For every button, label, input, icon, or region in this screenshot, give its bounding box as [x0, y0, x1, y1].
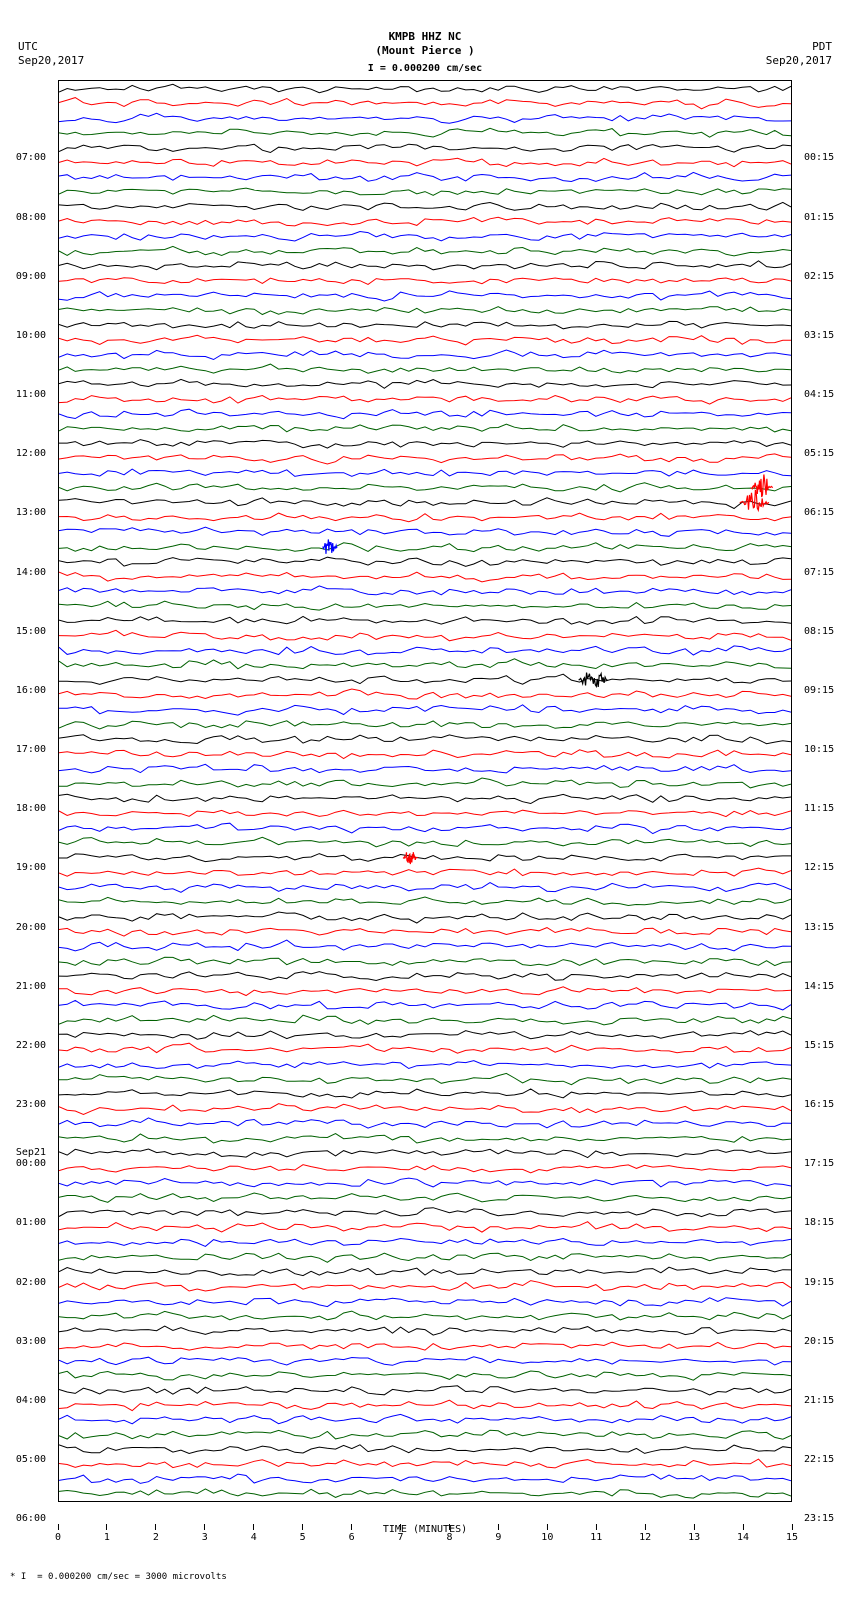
right-hour-label: 15:15	[804, 1040, 834, 1051]
x-tick: 8	[446, 1524, 452, 1543]
right-hour-label: 10:15	[804, 744, 834, 755]
right-hour-label: 16:15	[804, 1099, 834, 1110]
right-hour-label: 22:15	[804, 1454, 834, 1465]
left-hour-label: 08:00	[16, 212, 46, 223]
right-hour-label: 23:15	[804, 1513, 834, 1524]
right-hour-label: 00:15	[804, 152, 834, 163]
right-hour-label: 01:15	[804, 212, 834, 223]
helicorder-plot	[58, 80, 792, 1502]
left-day-marker: Sep21	[16, 1147, 46, 1158]
right-hour-label: 07:15	[804, 567, 834, 578]
x-axis-label: TIME (MINUTES)	[58, 1524, 792, 1535]
x-tick: 10	[541, 1524, 553, 1543]
left-hour-label: 15:00	[16, 626, 46, 637]
left-hour-label: 13:00	[16, 507, 46, 518]
right-hour-label: 17:15	[804, 1158, 834, 1169]
header-center: KMPB HHZ NC (Mount Pierce ) I = 0.000200…	[10, 10, 840, 76]
left-hour-label: 12:00	[16, 448, 46, 459]
right-hour-label: 21:15	[804, 1395, 834, 1406]
x-tick: 12	[639, 1524, 651, 1543]
left-hour-label: 05:00	[16, 1454, 46, 1465]
right-hour-label: 20:15	[804, 1336, 834, 1347]
left-hour-label: 09:00	[16, 271, 46, 282]
left-hour-label: 23:00	[16, 1099, 46, 1110]
x-tick: 4	[251, 1524, 257, 1543]
left-hour-label: 04:00	[16, 1395, 46, 1406]
x-tick: 3	[202, 1524, 208, 1543]
x-axis: 0123456789101112131415 TIME (MINUTES)	[58, 1524, 792, 1564]
scale-bar-icon: * I	[10, 1572, 32, 1582]
right-hour-label: 13:15	[804, 922, 834, 933]
chart-header: UTC Sep20,2017 KMPB HHZ NC (Mount Pierce…	[10, 10, 840, 80]
helicorder-svg	[59, 81, 791, 1501]
right-hour-label: 08:15	[804, 626, 834, 637]
right-hour-label: 11:15	[804, 803, 834, 814]
right-hour-label: 09:15	[804, 685, 834, 696]
left-hour-label: 21:00	[16, 981, 46, 992]
left-hour-label: 01:00	[16, 1217, 46, 1228]
station-line1: KMPB HHZ NC	[10, 30, 840, 44]
x-tick: 15	[786, 1524, 798, 1543]
left-hour-label: 20:00	[16, 922, 46, 933]
x-tick: 2	[153, 1524, 159, 1543]
x-tick: 5	[300, 1524, 306, 1543]
right-hour-label: 02:15	[804, 271, 834, 282]
header-left: UTC Sep20,2017	[18, 40, 84, 68]
left-hour-label: 07:00	[16, 152, 46, 163]
left-hour-label: 16:00	[16, 685, 46, 696]
scale-bar-icon: I	[368, 63, 374, 74]
left-hour-label: 03:00	[16, 1336, 46, 1347]
left-hour-label: 02:00	[16, 1277, 46, 1288]
right-hour-label: 04:15	[804, 389, 834, 400]
right-hour-label: 12:15	[804, 862, 834, 873]
left-hour-label: 17:00	[16, 744, 46, 755]
x-tick: 14	[737, 1524, 749, 1543]
x-tick: 9	[495, 1524, 501, 1543]
left-hour-label: 19:00	[16, 862, 46, 873]
station-line2: (Mount Pierce )	[10, 44, 840, 58]
left-hour-label: 06:00	[16, 1513, 46, 1524]
x-tick: 7	[398, 1524, 404, 1543]
right-hour-label: 19:15	[804, 1277, 834, 1288]
left-hour-label: 10:00	[16, 330, 46, 341]
tz-left: UTC	[18, 40, 84, 54]
x-tick: 0	[55, 1524, 61, 1543]
left-hour-label: 22:00	[16, 1040, 46, 1051]
right-hour-label: 03:15	[804, 330, 834, 341]
right-hour-label: 06:15	[804, 507, 834, 518]
x-tick: 11	[590, 1524, 602, 1543]
left-hour-label: 11:00	[16, 389, 46, 400]
left-hour-label: 18:00	[16, 803, 46, 814]
date-right: Sep20,2017	[766, 54, 832, 68]
date-left: Sep20,2017	[18, 54, 84, 68]
footer-note: * I = 0.000200 cm/sec = 3000 microvolts	[10, 1572, 840, 1582]
x-tick: 13	[688, 1524, 700, 1543]
right-hour-label: 14:15	[804, 981, 834, 992]
x-tick: 6	[349, 1524, 355, 1543]
tz-right: PDT	[766, 40, 832, 54]
right-hour-label: 05:15	[804, 448, 834, 459]
left-hour-label: 14:00	[16, 567, 46, 578]
right-hour-label: 18:15	[804, 1217, 834, 1228]
scale-note: I = 0.000200 cm/sec	[10, 62, 840, 76]
x-tick: 1	[104, 1524, 110, 1543]
left-hour-label: 00:00	[16, 1158, 46, 1169]
header-right: PDT Sep20,2017	[766, 40, 832, 68]
